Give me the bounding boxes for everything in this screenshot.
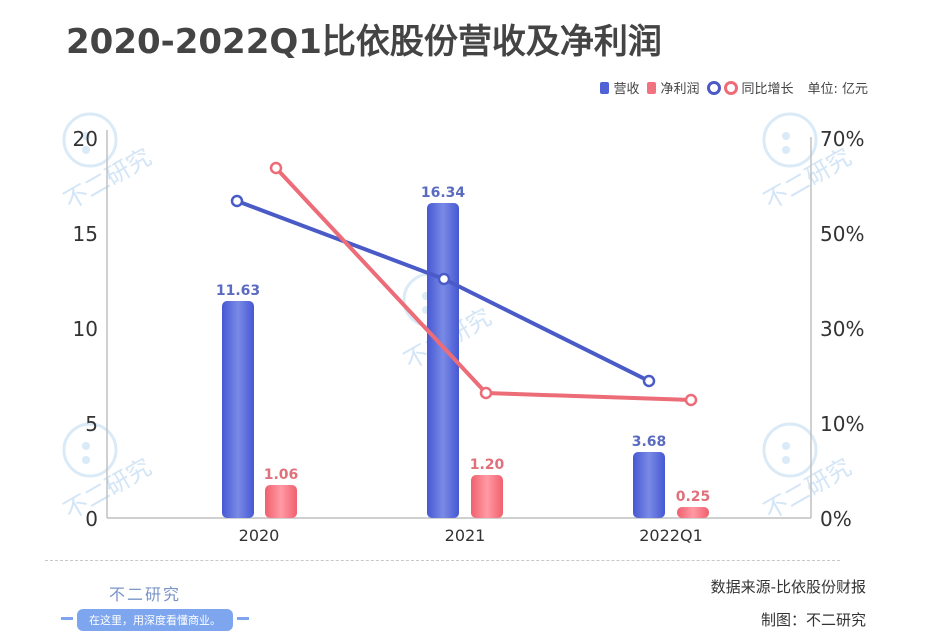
left-tick: 15 <box>73 222 98 246</box>
value-label: 16.34 <box>421 185 466 201</box>
brand-slogan: 在这里，用深度看懂商业。 <box>61 609 249 631</box>
value-label: 1.06 <box>264 467 299 483</box>
watermark-text: 不二研究 <box>759 143 856 215</box>
revenue-line-marker-icon <box>707 80 722 95</box>
bar-profit-2022q1 <box>677 507 709 518</box>
legend-label-revenue: 营收 <box>613 82 640 97</box>
line-point <box>479 386 493 400</box>
value-label: 0.25 <box>676 489 711 505</box>
bar-revenue-2022q1 <box>633 452 665 518</box>
left-tick: 20 <box>73 127 98 151</box>
line-point <box>437 272 451 286</box>
unit-label: 单位: 亿元 <box>807 82 868 97</box>
brand-logo: 不二研究 在这里，用深度看懂商业。 <box>60 581 250 631</box>
revenue-growth-line <box>230 194 656 388</box>
bar-profit-2020 <box>265 485 297 518</box>
revenue-swatch-icon <box>600 81 610 94</box>
chart-title: 2020-2022Q1比依股份营收及净利润 <box>66 22 662 62</box>
right-tick: 30% <box>820 317 864 341</box>
category-label: 2021 <box>445 526 486 545</box>
line-point <box>230 194 244 208</box>
line-point <box>642 374 656 388</box>
bar-revenue-2020 <box>222 301 254 518</box>
legend-label-yoy: 同比增长 <box>741 82 794 97</box>
legend: 营收 净利润 同比增长 单位: 亿元 <box>600 78 868 97</box>
value-label: 1.20 <box>470 457 505 473</box>
left-tick: 10 <box>73 317 98 341</box>
category-label: 2022Q1 <box>639 526 703 545</box>
right-axis-ticks: 0% 10% 30% 50% 70% <box>820 127 864 531</box>
category-label: 2020 <box>239 526 280 545</box>
revenue-value-labels: 11.63 16.34 3.68 <box>216 185 666 450</box>
line-point <box>269 161 283 175</box>
footer-divider <box>45 560 840 561</box>
legend-item-revenue: 营收 <box>600 78 639 97</box>
profit-value-labels: 1.06 1.20 0.25 <box>264 457 711 505</box>
x-axis-labels: 2020 2021 2022Q1 <box>239 526 703 545</box>
legend-item-net-profit: 净利润 <box>647 78 699 97</box>
right-tick: 0% <box>820 507 852 531</box>
line-point <box>684 393 698 407</box>
left-tick: 5 <box>85 412 98 436</box>
left-tick: 0 <box>85 507 98 531</box>
left-axis-ticks: 0 5 10 15 20 <box>73 127 98 531</box>
value-label: 3.68 <box>632 434 667 450</box>
chart-credit: 制图：不二研究 <box>760 611 866 629</box>
bar-profit-2021 <box>471 475 503 518</box>
data-source: 数据来源-比依股份财报 <box>710 578 866 596</box>
profit-line-marker-icon <box>724 80 739 95</box>
value-label: 11.63 <box>216 283 260 299</box>
profit-swatch-icon <box>647 81 657 94</box>
right-tick: 50% <box>820 222 864 246</box>
legend-label-net-profit: 净利润 <box>660 82 700 97</box>
profit-growth-line <box>269 161 698 407</box>
right-tick: 70% <box>820 127 864 151</box>
profit-bars <box>265 475 709 518</box>
brand-name: 不二研究 <box>108 585 181 604</box>
right-tick: 10% <box>820 412 864 436</box>
legend-item-yoy: 同比增长 <box>707 78 793 97</box>
